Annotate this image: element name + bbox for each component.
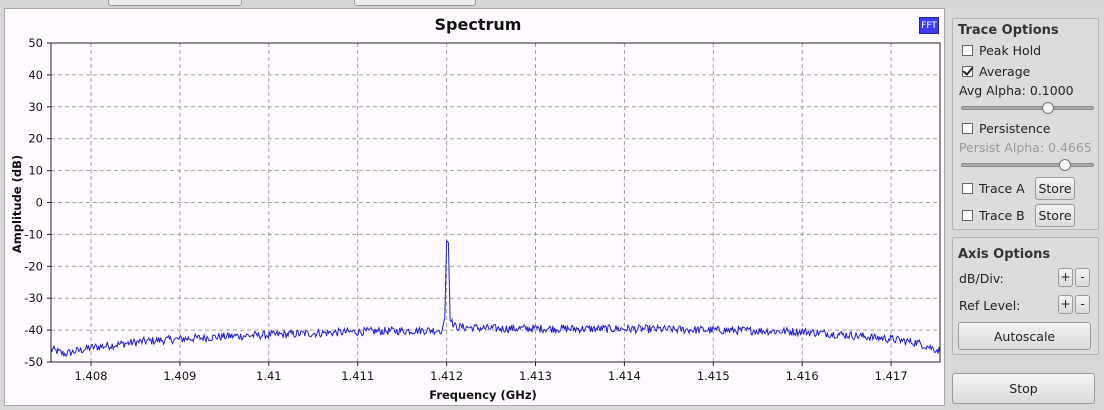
grid-lines xyxy=(51,43,940,362)
trace-b-label: Trace B xyxy=(979,208,1025,223)
persist-alpha-slider-handle[interactable] xyxy=(1058,159,1071,171)
toolbar-tab-left[interactable] xyxy=(108,0,242,6)
db-div-label: dB/Div: xyxy=(959,271,1004,286)
y-tick-label: 50 xyxy=(28,36,43,50)
spectrum-chart: Spectrum Frequency (GHz) Amplitude (dB) … xyxy=(10,15,941,402)
stop-button[interactable]: Stop xyxy=(952,373,1095,404)
trace-b-row[interactable]: Trace B xyxy=(962,208,1025,223)
y-tick-label: 0 xyxy=(36,196,43,210)
trace-a-row[interactable]: Trace A xyxy=(962,181,1025,196)
trace-options-title: Trace Options xyxy=(958,23,1059,38)
x-tick-label: 1.408 xyxy=(75,369,108,383)
x-tick-label: 1.416 xyxy=(786,369,819,383)
x-tick-label: 1.411 xyxy=(341,369,374,383)
toolbar-tab-right[interactable] xyxy=(354,0,476,6)
axis-options-group: Axis Options dB/Div: + - Ref Level: + - … xyxy=(952,237,1099,355)
peak-hold-checkbox[interactable] xyxy=(962,45,973,56)
peak-hold-label: Peak Hold xyxy=(979,43,1042,58)
y-tick-label: -10 xyxy=(24,227,43,241)
average-row[interactable]: Average xyxy=(962,64,1030,79)
x-tick-label: 1.414 xyxy=(608,369,641,383)
y-tick-label: -50 xyxy=(24,355,43,369)
db-div-minus-button[interactable]: - xyxy=(1075,268,1090,287)
x-tick-label: 1.409 xyxy=(163,369,196,383)
y-tick-label: -30 xyxy=(24,291,43,305)
avg-alpha-slider-handle[interactable] xyxy=(1041,102,1054,114)
trace-a-label: Trace A xyxy=(979,181,1025,196)
series-group xyxy=(50,239,941,357)
y-tick-label: 40 xyxy=(28,68,43,82)
x-axis-ticks: 1.408 1.409 1.41 1.411 1.412 1.413 1.414 1.415 1… xyxy=(75,362,908,383)
persist-alpha-slider[interactable] xyxy=(961,159,1094,171)
avg-alpha-value: 0.1000 xyxy=(1029,83,1074,98)
x-tick-label: 1.415 xyxy=(697,369,730,383)
avg-alpha-readout: Avg Alpha: 0.1000 xyxy=(959,83,1074,98)
y-tick-label: 20 xyxy=(28,132,43,146)
trace-b-checkbox[interactable] xyxy=(962,210,973,221)
persist-alpha-label: Persist Alpha: xyxy=(959,140,1045,155)
persist-alpha-value: 0.4665 xyxy=(1048,140,1092,155)
x-tick-label: 1.412 xyxy=(430,369,463,383)
persistence-label: Persistence xyxy=(979,121,1051,136)
ref-level-label: Ref Level: xyxy=(959,298,1021,313)
ref-level-minus-button[interactable]: - xyxy=(1075,295,1090,314)
x-tick-label: 1.417 xyxy=(875,369,908,383)
spectrum-plot-frame: Spectrum Frequency (GHz) Amplitude (dB) … xyxy=(4,8,945,406)
persist-alpha-readout: Persist Alpha: 0.4665 xyxy=(959,140,1092,155)
trace-options-group: Trace Options Peak Hold Average Avg Alph… xyxy=(952,18,1099,230)
x-tick-label: 1.413 xyxy=(519,369,552,383)
db-div-plus-button[interactable]: + xyxy=(1058,268,1073,287)
y-tick-label: -40 xyxy=(24,323,43,337)
trace-b-store-button[interactable]: Store xyxy=(1035,204,1075,227)
autoscale-button[interactable]: Autoscale xyxy=(958,322,1091,350)
axis-options-title: Axis Options xyxy=(958,247,1051,262)
chart-title: Spectrum xyxy=(435,15,522,34)
persistence-row[interactable]: Persistence xyxy=(962,121,1051,136)
ref-level-plus-button[interactable]: + xyxy=(1058,295,1073,314)
average-checkbox[interactable] xyxy=(962,66,973,77)
fft-badge[interactable]: FFT xyxy=(919,17,939,34)
peak-hold-row[interactable]: Peak Hold xyxy=(962,43,1041,58)
x-axis-label: Frequency (GHz) xyxy=(429,388,537,402)
avg-alpha-slider[interactable] xyxy=(961,102,1094,114)
spectrum-trace-line xyxy=(50,239,941,357)
y-tick-label: 10 xyxy=(28,164,43,178)
y-axis-label: Amplitude (dB) xyxy=(10,155,24,253)
persistence-checkbox[interactable] xyxy=(962,123,973,134)
y-axis-ticks: 50 40 30 20 10 0 -10 -20 -30 -40 -50 xyxy=(24,36,51,369)
trace-a-store-button[interactable]: Store xyxy=(1035,177,1075,200)
x-tick-label: 1.41 xyxy=(256,369,282,383)
y-tick-label: -20 xyxy=(24,259,43,273)
top-toolbar-strip xyxy=(0,0,1104,8)
plot-area-border xyxy=(50,42,941,363)
avg-alpha-label: Avg Alpha: xyxy=(959,83,1026,98)
trace-a-checkbox[interactable] xyxy=(962,183,973,194)
average-label: Average xyxy=(979,64,1031,79)
y-tick-label: 30 xyxy=(28,100,43,114)
control-panel: Trace Options Peak Hold Average Avg Alph… xyxy=(949,8,1104,410)
